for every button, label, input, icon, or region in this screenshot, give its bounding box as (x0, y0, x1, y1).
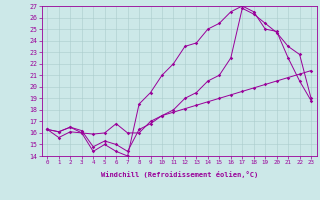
X-axis label: Windchill (Refroidissement éolien,°C): Windchill (Refroidissement éolien,°C) (100, 171, 258, 178)
